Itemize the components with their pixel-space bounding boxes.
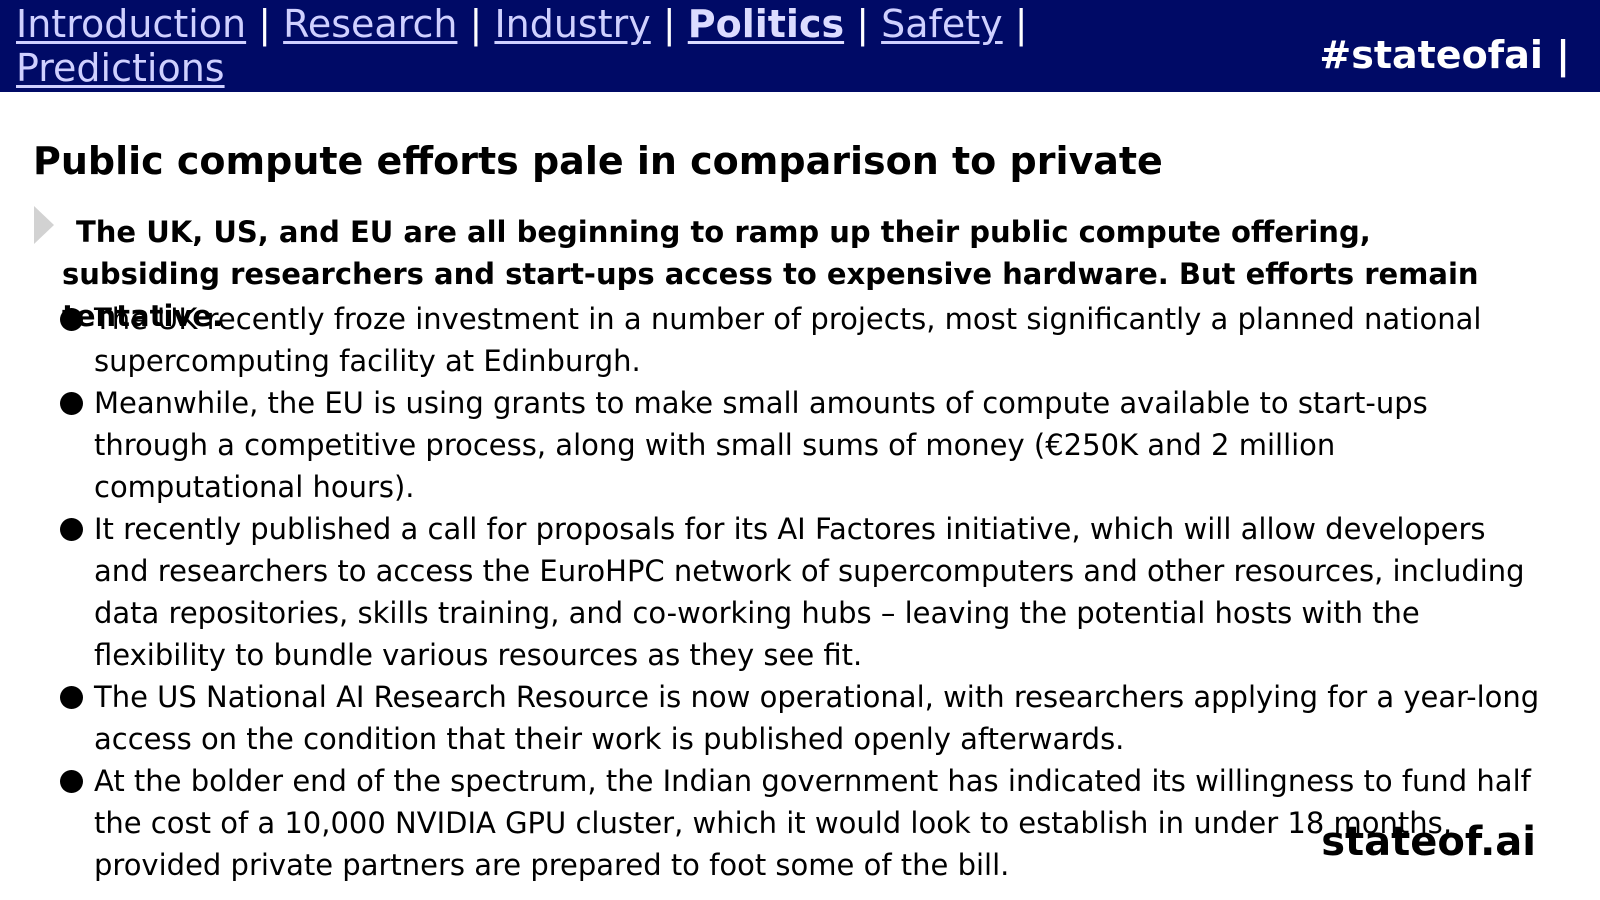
nav-link-industry[interactable]: Industry — [494, 2, 651, 46]
triangle-arrow-icon — [34, 206, 54, 244]
nav-link-introduction[interactable]: Introduction — [16, 2, 247, 46]
bullet-dot-icon — [60, 392, 83, 415]
bullet-text: At the bolder end of the spectrum, the I… — [94, 764, 1531, 882]
bullet-text: Meanwhile, the EU is using grants to mak… — [94, 386, 1428, 504]
top-navigation-bar: Introduction | Research | Industry | Pol… — [0, 0, 1600, 92]
bullet-list: The UK recently froze investment in a nu… — [60, 298, 1540, 886]
bullet-item: At the bolder end of the spectrum, the I… — [60, 760, 1540, 886]
slide-summary: The UK, US, and EU are all beginning to … — [62, 215, 1479, 333]
nav-separator: | — [258, 2, 272, 46]
bullet-text: The US National AI Research Resource is … — [94, 680, 1540, 756]
nav-separator: | — [469, 2, 483, 46]
slide-title: Public compute efforts pale in compariso… — [33, 139, 1163, 183]
nav-link-predictions[interactable]: Predictions — [16, 46, 225, 90]
nav-link-politics[interactable]: Politics — [687, 2, 845, 46]
nav-separator: | — [662, 2, 676, 46]
bullet-item: The UK recently froze investment in a nu… — [60, 298, 1540, 382]
bullet-text: It recently published a call for proposa… — [94, 512, 1525, 672]
nav-link-safety[interactable]: Safety — [881, 2, 1003, 46]
bullet-item: Meanwhile, the EU is using grants to mak… — [60, 382, 1540, 508]
bullet-dot-icon — [60, 686, 83, 709]
bullet-dot-icon — [60, 518, 83, 541]
bullet-dot-icon — [60, 770, 83, 793]
nav-link-research[interactable]: Research — [283, 2, 458, 46]
hashtag-label: #stateofai | — [1319, 33, 1570, 77]
footer-brand: stateof.ai — [1321, 819, 1536, 865]
bullet-dot-icon — [60, 308, 83, 331]
bullet-item: The US National AI Research Resource is … — [60, 676, 1540, 760]
bullet-text: The UK recently froze investment in a nu… — [94, 302, 1482, 378]
bullet-item: It recently published a call for proposa… — [60, 508, 1540, 676]
nav-separator: | — [856, 2, 869, 46]
nav-separator: | — [1014, 2, 1028, 46]
section-nav: Introduction | Research | Industry | Pol… — [16, 2, 1076, 90]
